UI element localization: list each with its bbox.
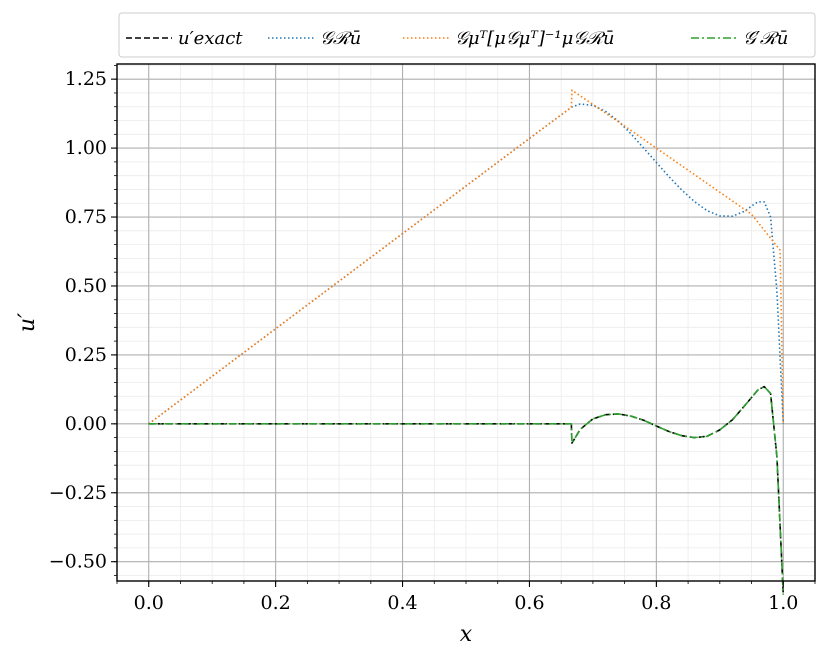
y-tick-label: 0.50 [65, 275, 107, 297]
y-tick-label: 0.25 [65, 344, 107, 366]
series-line-2 [148, 89, 785, 425]
legend-label: 𝒢ℛū [320, 28, 361, 49]
series-layer [148, 89, 785, 595]
x-tick-label: 0.4 [387, 592, 417, 614]
x-tick-label: 0.0 [134, 592, 164, 614]
y-tick-label: 1.25 [65, 68, 107, 90]
legend-box [118, 12, 816, 58]
axis-ticks [111, 64, 816, 587]
legend-label: 𝒢μᵀ[μ𝒢μᵀ]⁻¹μ𝒢ℛū [455, 28, 615, 49]
legend-label: u′exact [178, 28, 243, 49]
axis-tick-labels: 0.0 0.2 0.4 0.6 0.8 1.0 1.25 1.00 0.75 0.50 0.25 0.… [49, 68, 799, 614]
x-axis-label: x [460, 622, 473, 647]
x-tick-label: 0.2 [261, 592, 291, 614]
series-line-0 [148, 385, 785, 595]
x-tick-label: 1.0 [768, 592, 798, 614]
y-tick-label: 0.75 [65, 206, 107, 228]
major-grid [117, 64, 815, 581]
y-axis-label: u′ [15, 313, 40, 332]
x-tick-label: 0.8 [641, 592, 671, 614]
y-tick-label: −0.25 [49, 482, 107, 504]
y-tick-label: −0.50 [49, 551, 107, 573]
legend-label: 𝒢′ℛū [743, 28, 788, 49]
legend: u′exact 𝒢ℛū 𝒢μᵀ[μ𝒢μᵀ]⁻¹μ𝒢ℛū 𝒢′ℛū [118, 12, 816, 58]
x-tick-label: 0.6 [514, 592, 544, 614]
y-tick-label: 0.00 [65, 413, 107, 435]
y-tick-label: 1.00 [65, 137, 107, 159]
